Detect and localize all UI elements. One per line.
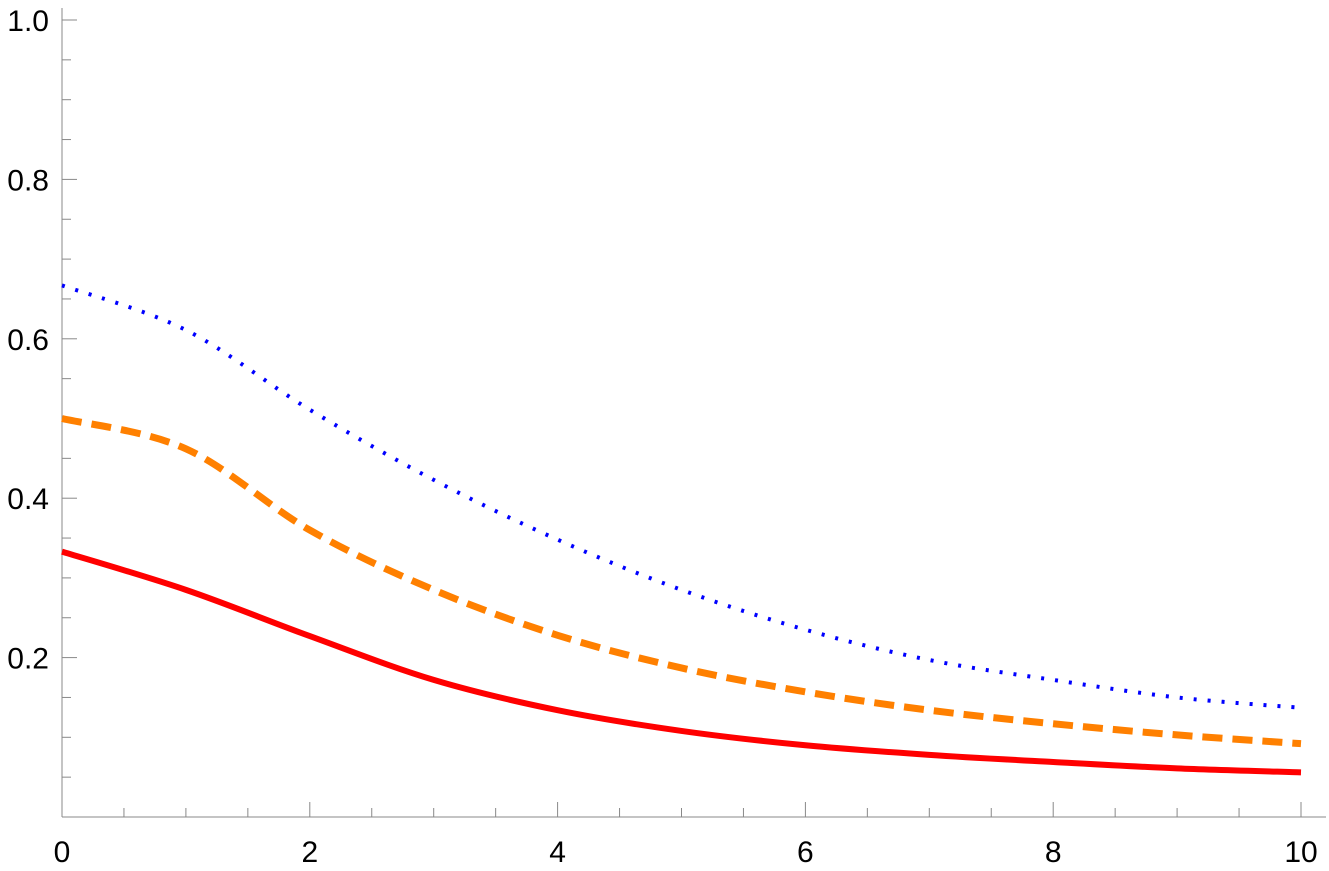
x-tick-label: 4: [549, 836, 566, 869]
x-tick-label: 0: [54, 836, 71, 869]
y-tick-label: 0.2: [7, 643, 49, 676]
tick-labels: 0 2 4 6 8 10 0.2 0.4 0.6 0.8 1.0: [7, 5, 1317, 869]
series-line-solid: [61, 548, 1302, 776]
x-tick-label: 2: [301, 836, 318, 869]
y-tick-label: 0.4: [7, 483, 49, 516]
series-line-dashed: [61, 415, 1302, 748]
x-tick-label: 10: [1284, 836, 1317, 869]
series-group: [61, 283, 1302, 776]
y-tick-label: 0.6: [7, 324, 49, 357]
x-tick-label: 8: [1045, 836, 1062, 869]
axes: [61, 8, 1326, 818]
series-line-dotted: [61, 283, 1302, 710]
y-tick-label: 1.0: [7, 5, 49, 38]
x-tick-label: 6: [797, 836, 814, 869]
y-tick-label: 0.8: [7, 164, 49, 197]
